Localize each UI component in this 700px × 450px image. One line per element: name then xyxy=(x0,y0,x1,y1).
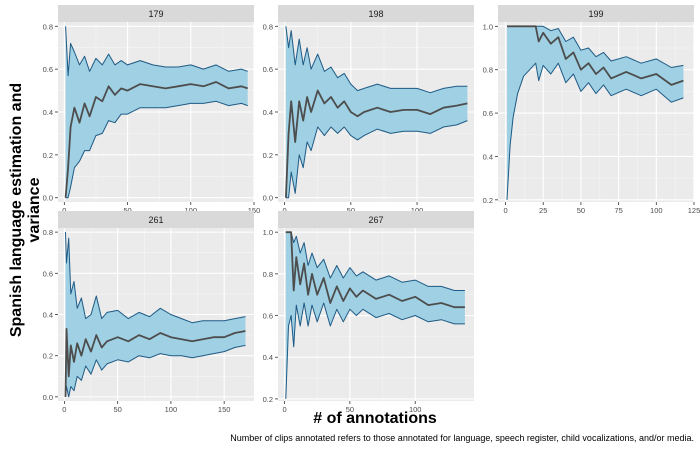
estimate-line xyxy=(285,231,465,309)
y-tick-label: 0.6 xyxy=(483,109,493,118)
y-tick-label: 0.0 xyxy=(263,194,273,203)
upper-bound-line xyxy=(285,26,468,94)
x-axis-label: # of annotations xyxy=(313,410,437,427)
variance-ribbon xyxy=(507,26,684,200)
x-tick-label: 0 xyxy=(62,206,66,215)
y-tick-label: 0.4 xyxy=(483,152,493,161)
lower-bound-line xyxy=(65,100,248,199)
x-tick-label: 50 xyxy=(123,206,131,215)
estimate-line xyxy=(285,89,468,198)
x-tick-label: 100 xyxy=(411,206,424,215)
y-tick-label: 0.6 xyxy=(263,65,273,74)
lower-bound-line xyxy=(506,62,684,200)
y-tick-label: 0.6 xyxy=(43,65,53,74)
y-axis-label-container: Spanish language estimation and variance xyxy=(4,80,48,340)
estimate-line xyxy=(64,81,248,198)
upper-bound-line xyxy=(65,26,248,77)
y-tick-label: 0.8 xyxy=(483,66,493,75)
panel-179: 179 0.0 0.2 0.4 0.6 0.8 0 50 100 150 xyxy=(43,5,261,215)
y-tick-label: 0.2 xyxy=(263,395,273,404)
facet-strip-label: 261 xyxy=(148,215,163,225)
x-tick-label: 150 xyxy=(218,405,231,414)
y-tick-label: 0.6 xyxy=(263,312,273,321)
x-tick-label: 150 xyxy=(248,206,261,215)
x-tick-label: 50 xyxy=(113,405,121,414)
y-tick-label: 0.4 xyxy=(43,108,53,117)
x-tick-label: 0 xyxy=(283,206,287,215)
x-tick-label: 100 xyxy=(185,206,198,215)
facet-strip-label: 267 xyxy=(368,215,383,225)
x-tick-label: 100 xyxy=(165,405,178,414)
lower-bound-line xyxy=(65,344,246,398)
facet-strip xyxy=(498,5,694,22)
facet-strip-label: 199 xyxy=(588,9,603,19)
y-tick-label: 1.0 xyxy=(263,228,273,237)
y-tick-label: 0.2 xyxy=(483,196,493,205)
y-tick-label: 0.8 xyxy=(263,22,273,31)
x-tick-label: 50 xyxy=(577,206,585,215)
y-tick-label: 0.6 xyxy=(43,269,53,278)
x-tick-label: 25 xyxy=(539,206,547,215)
figure-caption: Number of clips annotated refers to thos… xyxy=(230,433,694,443)
facet-strip xyxy=(58,5,254,22)
y-tick-label: 0.4 xyxy=(43,311,53,320)
x-tick-label: 0 xyxy=(282,405,286,414)
x-tick-label: 0 xyxy=(62,405,66,414)
x-tick-label: 50 xyxy=(347,206,355,215)
y-tick-label: 1.0 xyxy=(483,22,493,31)
lower-bound-line xyxy=(285,302,465,399)
y-tick-label: 0.8 xyxy=(43,22,53,31)
panel-198: 198 0.0 0.2 0.4 0.6 0.8 0 50 100 xyxy=(263,5,474,215)
panel-261: 261 0.0 0.2 0.4 0.6 0.8 0 50 100 150 xyxy=(43,211,254,414)
x-tick-label: 50 xyxy=(346,405,354,414)
x-tick-label: 125 xyxy=(688,206,700,215)
y-tick-label: 0.2 xyxy=(43,352,53,361)
facet-strip-label: 179 xyxy=(148,9,163,19)
x-tick-label: 0 xyxy=(503,206,507,215)
estimate-line xyxy=(64,328,246,397)
y-tick-label: 0.4 xyxy=(263,108,273,117)
facet-strip-label: 198 xyxy=(368,9,383,19)
facet-strip xyxy=(278,5,474,22)
x-tick-label: 100 xyxy=(650,206,663,215)
y-tick-label: 0.0 xyxy=(43,194,53,203)
y-tick-label: 0.8 xyxy=(43,228,53,237)
y-axis-label: Spanish language estimation and variance xyxy=(8,82,43,338)
y-tick-label: 0.8 xyxy=(263,270,273,279)
upper-bound-line xyxy=(65,232,246,324)
facet-strip xyxy=(278,211,474,228)
y-tick-label: 0.4 xyxy=(263,353,273,362)
variance-ribbon xyxy=(285,26,468,198)
facet-strip xyxy=(58,211,254,228)
x-tick-label: 75 xyxy=(614,206,622,215)
estimate-line xyxy=(507,25,684,86)
panel-199: 199 0.2 0.4 0.6 0.8 1.0 0 25 50 75 100 125 xyxy=(483,5,700,215)
y-tick-label: 0.2 xyxy=(263,151,273,160)
panel-267: 267 0.2 0.4 0.6 0.8 1.0 0 50 100 xyxy=(263,211,474,414)
variance-ribbon xyxy=(285,232,465,399)
lower-bound-line xyxy=(285,120,468,199)
y-tick-label: 0.0 xyxy=(43,393,53,402)
x-tick-label: 100 xyxy=(409,405,422,414)
upper-bound-line xyxy=(285,231,465,291)
y-tick-label: 0.2 xyxy=(43,151,53,160)
